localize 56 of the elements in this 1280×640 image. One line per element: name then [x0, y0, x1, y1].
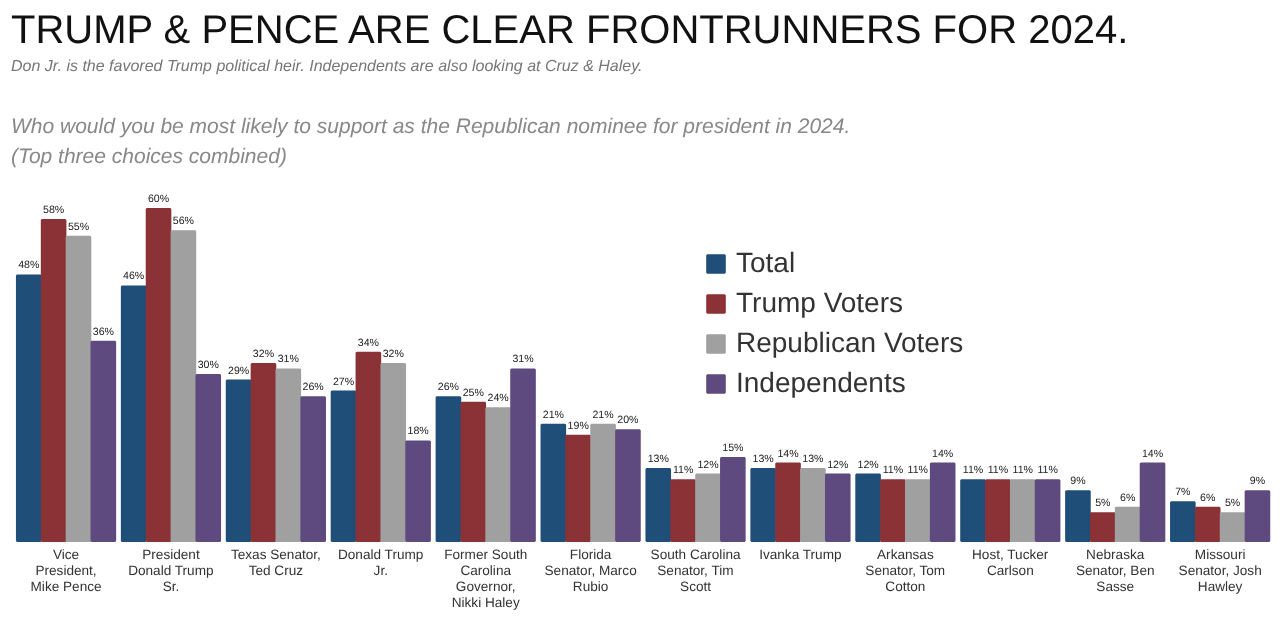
bar — [1009, 479, 1036, 542]
bar — [960, 479, 986, 542]
bar — [1170, 501, 1196, 542]
bar — [800, 468, 826, 542]
bar — [929, 462, 956, 542]
bar — [380, 362, 407, 542]
bar — [1065, 490, 1091, 542]
bar — [1194, 506, 1221, 542]
bar — [460, 401, 487, 542]
bar — [1244, 490, 1271, 542]
bar — [65, 235, 92, 542]
bar — [90, 340, 117, 542]
bar — [485, 407, 511, 542]
bar — [1219, 512, 1246, 542]
bar — [590, 423, 616, 542]
text: (Top three choices combined) — [11, 145, 287, 169]
bar — [15, 274, 42, 542]
bar — [1114, 506, 1141, 542]
bar — [1139, 462, 1166, 542]
bar — [300, 396, 326, 542]
bar — [695, 473, 721, 542]
bar — [330, 390, 357, 542]
bar — [565, 434, 592, 542]
chart-title: TRUMP & PENCE ARE CLEAR FRONTRUNNERS FOR 2024. — [11, 9, 1129, 53]
legend-label: Republican Voters — [736, 324, 964, 360]
bar — [250, 362, 277, 542]
bar — [670, 479, 696, 542]
bar — [145, 208, 172, 542]
bar — [275, 368, 302, 542]
bar — [645, 468, 672, 542]
legend-label: Total — [736, 244, 796, 280]
bar — [720, 457, 746, 542]
bar — [985, 479, 1011, 542]
bar — [170, 230, 197, 542]
legend-label: Trump Voters — [736, 284, 904, 320]
bar — [775, 462, 801, 542]
bar — [120, 285, 147, 542]
bar — [355, 351, 382, 542]
bar — [905, 479, 931, 542]
bar — [510, 368, 536, 542]
bar — [880, 479, 906, 542]
bar — [1034, 479, 1061, 542]
bar — [540, 423, 567, 542]
bar — [615, 429, 641, 542]
bar — [1089, 512, 1116, 542]
bar — [405, 440, 431, 542]
bar — [40, 219, 67, 542]
bar — [225, 379, 252, 542]
bar — [824, 473, 851, 542]
chart-subtitle: Don Jr. is the favored Trump political heir. Independents are also looking at Cruz & Haley. — [11, 57, 643, 75]
legend-label: Independents — [736, 364, 906, 400]
bar — [195, 374, 222, 542]
bar — [750, 468, 776, 542]
bar — [855, 473, 881, 542]
text: Who would you be most likely to support as the Republican nominee for president in 2024. — [11, 115, 851, 139]
bar — [435, 396, 462, 542]
